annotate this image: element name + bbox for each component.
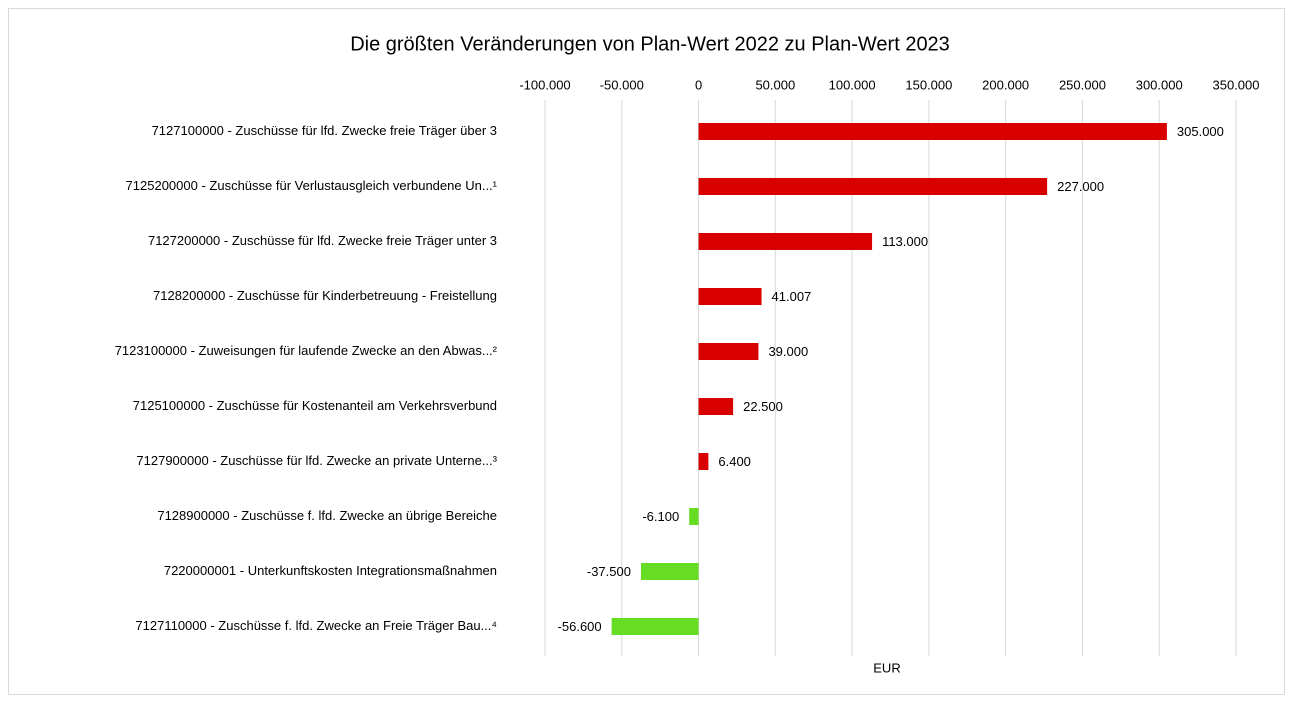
y-tick-label: 7220000001 - Unterkunftskosten Integrati… (164, 563, 497, 578)
y-tick-label: 7125200000 - Zuschüsse für Verlustausgle… (126, 178, 498, 193)
x-tick-label: 0 (695, 77, 702, 92)
y-tick-label: 7128900000 - Zuschüsse f. lfd. Zwecke an… (157, 508, 497, 523)
value-label: 22.500 (743, 399, 783, 414)
x-tick-label: 50.000 (755, 77, 795, 92)
x-tick-label: 300.000 (1136, 77, 1183, 92)
y-tick-label: 7127100000 - Zuschüsse für lfd. Zwecke f… (152, 123, 497, 138)
y-tick-label: 7127110000 - Zuschüsse f. lfd. Zwecke an… (135, 618, 497, 633)
value-label: 39.000 (768, 344, 808, 359)
bar (640, 563, 699, 580)
x-axis-label: EUR (873, 660, 900, 675)
bar (698, 233, 873, 250)
value-label: 41.007 (772, 289, 812, 304)
x-tick-label: 150.000 (905, 77, 952, 92)
y-tick-label: 7127200000 - Zuschüsse für lfd. Zwecke f… (148, 233, 497, 248)
x-tick-label: 250.000 (1059, 77, 1106, 92)
bar (698, 453, 709, 470)
value-label: 305.000 (1177, 124, 1224, 139)
x-tick-label: -50.000 (600, 77, 644, 92)
bar (611, 618, 699, 635)
value-label: 113.000 (882, 234, 928, 249)
chart-frame (8, 8, 1285, 695)
bar (698, 343, 759, 360)
bar (698, 178, 1048, 195)
value-label: -6.100 (642, 509, 679, 524)
value-label: -56.600 (558, 619, 602, 634)
bar (689, 508, 699, 525)
x-tick-label: 200.000 (982, 77, 1029, 92)
bar (698, 398, 734, 415)
bar (698, 123, 1167, 140)
y-tick-label: 7127900000 - Zuschüsse für lfd. Zwecke a… (136, 453, 497, 468)
bar (698, 288, 762, 305)
x-tick-label: -100.000 (519, 77, 570, 92)
y-tick-label: 7125100000 - Zuschüsse für Kostenanteil … (133, 398, 497, 413)
value-label: 227.000 (1057, 179, 1104, 194)
value-label: -37.500 (587, 564, 631, 579)
chart-title: Die größten Veränderungen von Plan-Wert … (350, 33, 950, 55)
x-tick-label: 350.000 (1213, 77, 1260, 92)
y-tick-label: 7128200000 - Zuschüsse für Kinderbetreuu… (153, 288, 497, 303)
value-label: 6.400 (718, 454, 751, 469)
y-tick-label: 7123100000 - Zuweisungen für laufende Zw… (115, 343, 498, 358)
x-tick-label: 100.000 (829, 77, 876, 92)
